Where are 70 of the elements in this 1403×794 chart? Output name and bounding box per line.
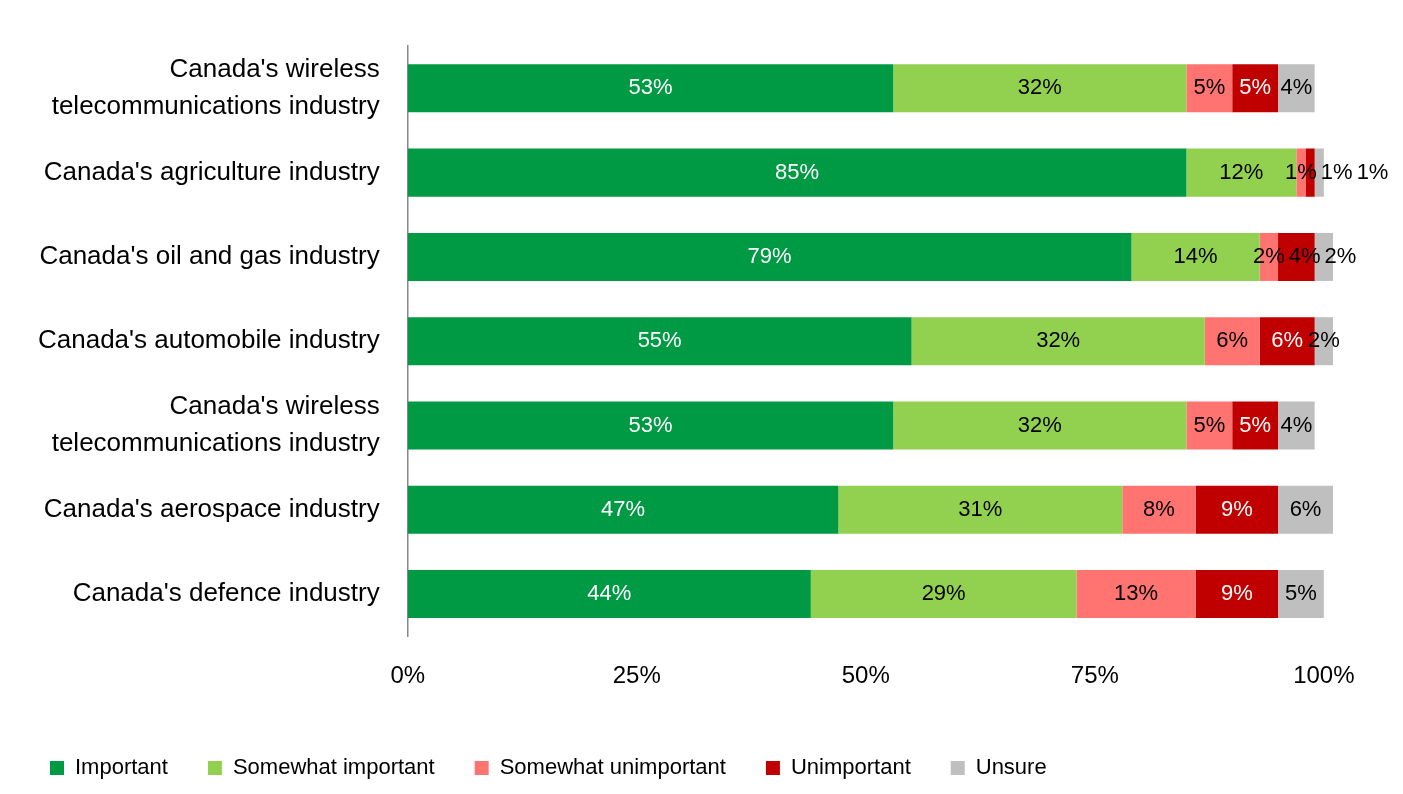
bar bbox=[893, 401, 1187, 450]
x-tick-label: 75% bbox=[1070, 661, 1119, 689]
data-label: 4% bbox=[1280, 74, 1313, 100]
data-label: 1% bbox=[1320, 158, 1353, 184]
legend-label: Unimportant bbox=[790, 754, 911, 780]
data-label: 2% bbox=[1324, 242, 1357, 268]
data-label: 55% bbox=[637, 327, 682, 353]
bar bbox=[407, 232, 1132, 281]
data-label: 79% bbox=[747, 242, 792, 268]
bar bbox=[407, 317, 912, 366]
data-label: 8% bbox=[1143, 495, 1175, 521]
bar bbox=[1204, 317, 1260, 366]
bar bbox=[1195, 570, 1279, 619]
bar bbox=[1278, 485, 1333, 534]
data-label: 32% bbox=[1017, 411, 1062, 437]
data-label: 5% bbox=[1193, 411, 1226, 437]
data-label: 53% bbox=[628, 411, 673, 437]
data-label: 4% bbox=[1280, 411, 1313, 437]
data-label: 2% bbox=[1252, 242, 1285, 268]
bar bbox=[1186, 401, 1233, 450]
data-label: 44% bbox=[587, 580, 632, 606]
y-tick-label: Canada's wireless telecommunications industry bbox=[51, 53, 380, 120]
x-tick-label: 100% bbox=[1293, 661, 1355, 689]
bar bbox=[407, 570, 811, 619]
data-label: 85% bbox=[775, 158, 820, 184]
data-label: 12% bbox=[1219, 158, 1264, 184]
y-tick-label: Canada's automobile industry bbox=[37, 324, 380, 355]
x-tick-label: 50% bbox=[841, 661, 890, 689]
bar bbox=[893, 64, 1187, 113]
y-tick-label: Canada's defence industry bbox=[72, 577, 380, 608]
data-label: 32% bbox=[1036, 327, 1081, 353]
data-label: 29% bbox=[921, 580, 966, 606]
data-label: 13% bbox=[1114, 580, 1159, 606]
data-label: 47% bbox=[600, 495, 646, 521]
legend-label: Somewhat unimportant bbox=[499, 754, 726, 780]
data-label: 5% bbox=[1239, 411, 1272, 437]
y-tick-label: Canada's oil and gas industry bbox=[39, 240, 380, 271]
x-tick-label: 0% bbox=[390, 661, 426, 689]
y-tick-label: Canada's agriculture industry bbox=[43, 155, 380, 186]
bar bbox=[407, 64, 894, 113]
data-label: 32% bbox=[1017, 74, 1062, 100]
bar bbox=[810, 570, 1077, 619]
data-label: 53% bbox=[628, 74, 673, 100]
bar bbox=[407, 401, 894, 450]
data-label: 5% bbox=[1239, 74, 1272, 100]
bar bbox=[1195, 485, 1279, 534]
legend-label: Unsure bbox=[975, 754, 1047, 780]
data-label: 6% bbox=[1216, 327, 1249, 353]
data-label: 31% bbox=[958, 495, 1003, 521]
bar bbox=[911, 317, 1205, 366]
bar bbox=[1314, 148, 1324, 197]
x-tick-label: 25% bbox=[612, 661, 661, 689]
data-label: 9% bbox=[1220, 580, 1253, 606]
data-label: 6% bbox=[1271, 327, 1304, 353]
y-tick-label: Canada's wireless telecommunications industry bbox=[51, 390, 380, 457]
bar bbox=[838, 485, 1123, 534]
legend-label: Important bbox=[75, 754, 168, 780]
data-label: 1% bbox=[1356, 158, 1389, 184]
bar bbox=[1076, 570, 1196, 619]
data-label: 9% bbox=[1220, 495, 1253, 521]
bar bbox=[1122, 485, 1196, 534]
data-label: 6% bbox=[1289, 495, 1322, 521]
data-label: 5% bbox=[1193, 74, 1226, 100]
data-label: 5% bbox=[1285, 580, 1317, 606]
bar bbox=[407, 485, 839, 534]
bar bbox=[407, 148, 1187, 197]
y-tick-label: Canada's aerospace industry bbox=[43, 492, 380, 523]
legend-label: Somewhat important bbox=[232, 754, 435, 780]
bar bbox=[1232, 401, 1279, 450]
data-label: 14% bbox=[1173, 242, 1218, 268]
